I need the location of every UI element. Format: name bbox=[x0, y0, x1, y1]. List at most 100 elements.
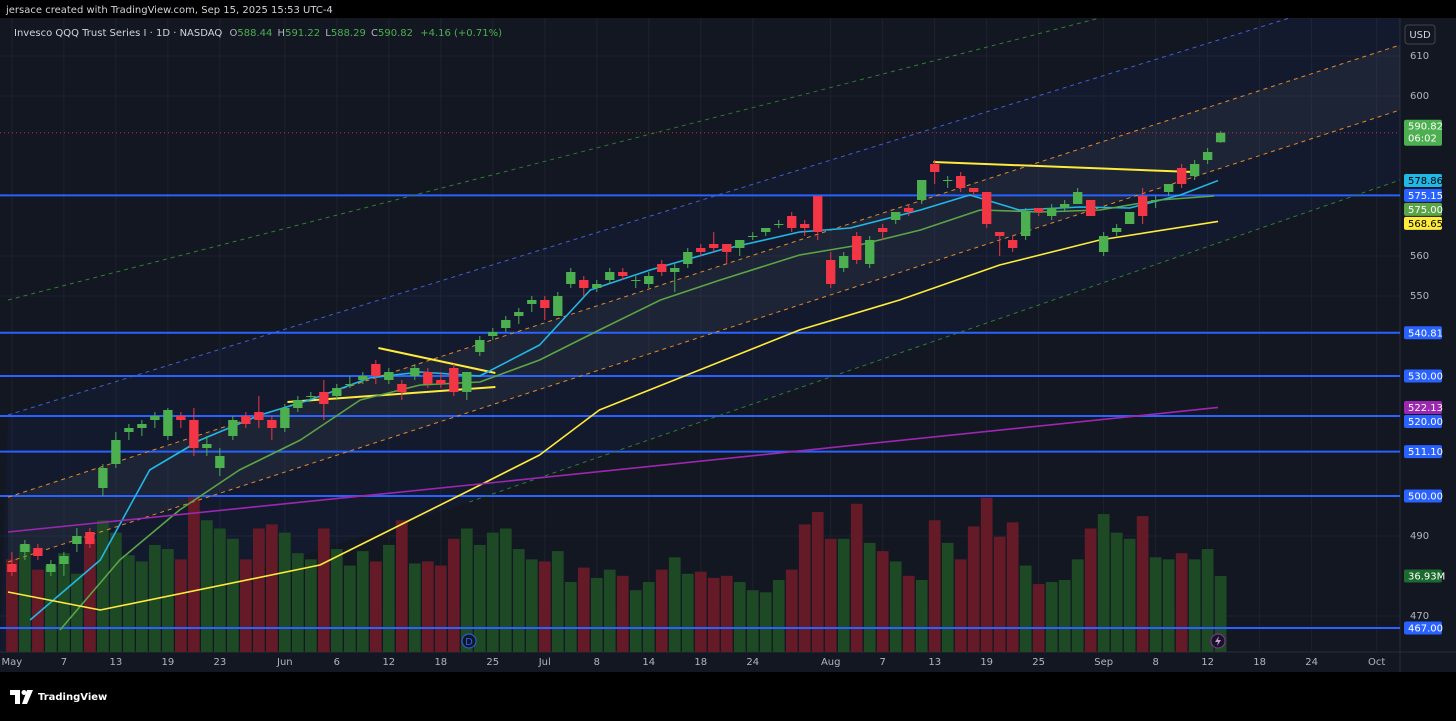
candle-body bbox=[46, 564, 56, 572]
volume-bar bbox=[798, 524, 811, 652]
price-tag-label: 500.00 bbox=[1408, 492, 1443, 503]
candle-body bbox=[306, 396, 316, 397]
volume-bar bbox=[655, 569, 668, 652]
candle-body bbox=[826, 260, 836, 284]
candle-body bbox=[982, 192, 992, 224]
candle-body bbox=[319, 392, 329, 404]
currency[interactable]: USD bbox=[1409, 30, 1431, 41]
moving-average bbox=[59, 195, 1215, 631]
price-tag-label: 530.00 bbox=[1408, 372, 1443, 383]
candle-body bbox=[20, 544, 30, 552]
candle-body bbox=[384, 372, 394, 380]
volume-bar bbox=[525, 559, 538, 652]
y-tick-label: 560 bbox=[1410, 251, 1429, 262]
price-tag-label: 511.10 bbox=[1408, 447, 1443, 458]
candle-body bbox=[241, 416, 251, 424]
price-tag-label: 575.15 bbox=[1408, 191, 1443, 202]
x-tick-label: Sep bbox=[1094, 657, 1113, 668]
ohlc-label: O bbox=[229, 28, 237, 39]
logo-mark bbox=[21, 690, 27, 695]
candle-body bbox=[163, 410, 173, 436]
overlay: May 7 13 19 23 Jun 6 12 18 25 Jul 8 14 18 24 Aug 7 13 19 25… bbox=[2, 51, 1446, 668]
volume-bar bbox=[304, 559, 317, 652]
ohlc-label: C bbox=[371, 28, 378, 39]
candle-body bbox=[462, 372, 472, 392]
candle-body bbox=[254, 412, 264, 420]
x-tick-label: 8 bbox=[594, 657, 600, 668]
volume-bar bbox=[1006, 522, 1019, 652]
volume-bar bbox=[915, 579, 928, 652]
dividend-marker[interactable]: D bbox=[465, 637, 473, 648]
earnings-bolt bbox=[1215, 636, 1221, 646]
volume-bar bbox=[707, 577, 720, 652]
volume-bar bbox=[421, 561, 434, 652]
dividend-icon[interactable] bbox=[461, 633, 477, 649]
candle-body bbox=[72, 536, 82, 544]
volume-bar bbox=[837, 538, 850, 652]
logo bbox=[10, 690, 33, 704]
x-tick-label: Jun bbox=[276, 657, 293, 668]
price-tag bbox=[1404, 414, 1442, 428]
volume-bar bbox=[71, 573, 83, 652]
volume-bar bbox=[32, 569, 44, 652]
volume-bar bbox=[6, 559, 18, 652]
candle-body bbox=[878, 228, 888, 232]
x-tick-label: Jul bbox=[538, 657, 551, 668]
price-tag bbox=[1404, 445, 1442, 459]
volume-bar bbox=[45, 565, 57, 652]
volume-bar bbox=[980, 497, 993, 652]
volume-bar bbox=[447, 538, 460, 652]
trend-line bbox=[933, 161, 1194, 173]
candle-body bbox=[566, 272, 576, 284]
trend-line bbox=[7, 44, 1400, 498]
volume-bar bbox=[733, 582, 746, 652]
price-tag bbox=[1404, 621, 1442, 635]
price-tag bbox=[1404, 369, 1442, 383]
candle-body bbox=[839, 256, 849, 268]
candle-body bbox=[1189, 164, 1200, 176]
channel-fill bbox=[8, 45, 1400, 562]
volume-bar bbox=[1162, 559, 1175, 652]
candle-body bbox=[189, 420, 199, 448]
volume-bar bbox=[395, 520, 408, 652]
candle-body bbox=[735, 240, 745, 248]
x-tick-label: 8 bbox=[1152, 657, 1158, 668]
channel-fill bbox=[0, 18, 1400, 652]
candle-body bbox=[410, 368, 420, 376]
x-tick-label: 12 bbox=[1201, 657, 1214, 668]
moving-average bbox=[7, 220, 1219, 611]
price-tag-label: 578.86 bbox=[1408, 176, 1443, 187]
volume-bar bbox=[291, 553, 304, 652]
volume-bar bbox=[1136, 516, 1149, 652]
y-tick-label: 550 bbox=[1410, 291, 1429, 302]
currency-button[interactable] bbox=[1404, 24, 1436, 45]
volume-bar bbox=[434, 565, 447, 652]
y-tick-label: 610 bbox=[1410, 51, 1429, 62]
candle-body bbox=[644, 276, 654, 284]
candle-body bbox=[722, 244, 732, 252]
volume-bar bbox=[759, 592, 772, 652]
candle-body bbox=[969, 188, 979, 192]
volume-bar bbox=[19, 544, 31, 652]
candle-body bbox=[761, 228, 771, 232]
price-tag bbox=[1404, 326, 1442, 340]
candle-body bbox=[813, 196, 823, 232]
candle-body bbox=[59, 556, 69, 564]
candle-body bbox=[657, 264, 667, 272]
volume-bar bbox=[1123, 538, 1136, 652]
x-tick-label: Aug bbox=[821, 657, 841, 668]
volume-bar bbox=[785, 569, 798, 652]
price-tag-label: 540.81 bbox=[1408, 328, 1443, 339]
x-tick-label: 14 bbox=[642, 657, 655, 668]
x-tick-label: 7 bbox=[61, 657, 67, 668]
volume-bar bbox=[214, 528, 226, 652]
candle-body bbox=[501, 320, 511, 328]
logo-mark bbox=[22, 690, 33, 704]
x-tick-label: 19 bbox=[980, 657, 993, 668]
candle-body bbox=[579, 280, 589, 288]
y-tick-label: 470 bbox=[1410, 611, 1429, 622]
candle-body bbox=[1046, 208, 1057, 216]
volume-bar bbox=[1110, 532, 1123, 652]
candle-body bbox=[527, 300, 537, 304]
volume-bar bbox=[278, 532, 291, 652]
